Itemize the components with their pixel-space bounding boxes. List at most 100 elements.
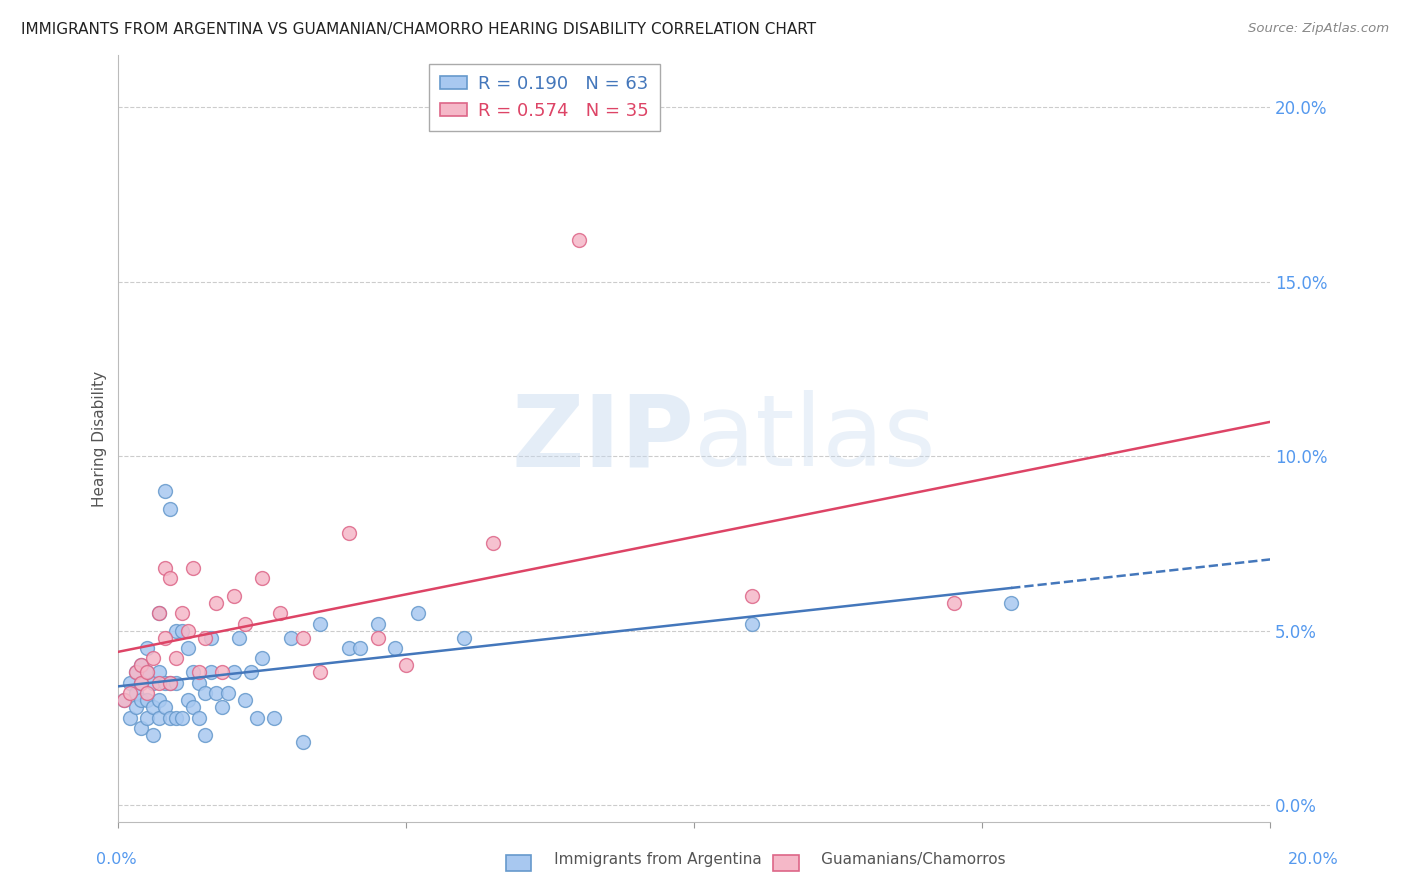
Point — [741, 616, 763, 631]
Point — [118, 711, 141, 725]
Point — [131, 658, 153, 673]
Point — [136, 665, 159, 680]
Point — [165, 711, 187, 725]
Point — [170, 624, 193, 638]
Point — [222, 589, 245, 603]
Point — [112, 693, 135, 707]
Text: ZIP: ZIP — [512, 391, 695, 487]
Text: Source: ZipAtlas.com: Source: ZipAtlas.com — [1249, 22, 1389, 36]
Point — [176, 693, 198, 707]
Point — [246, 711, 269, 725]
Point — [181, 700, 204, 714]
Point — [291, 631, 314, 645]
Point — [165, 651, 187, 665]
Text: IMMIGRANTS FROM ARGENTINA VS GUAMANIAN/CHAMORRO HEARING DISABILITY CORRELATION C: IMMIGRANTS FROM ARGENTINA VS GUAMANIAN/C… — [21, 22, 817, 37]
Point — [181, 665, 204, 680]
Point — [205, 596, 228, 610]
Point — [252, 651, 274, 665]
Text: atlas: atlas — [695, 391, 936, 487]
Point — [568, 233, 591, 247]
Point — [148, 711, 170, 725]
Text: 20.0%: 20.0% — [1288, 852, 1339, 867]
Point — [211, 665, 233, 680]
Point — [263, 711, 285, 725]
Point — [112, 693, 135, 707]
Point — [159, 571, 181, 585]
Point — [1000, 596, 1022, 610]
Point — [233, 616, 256, 631]
Point — [142, 700, 165, 714]
Point — [118, 686, 141, 700]
Point — [228, 631, 250, 645]
Point — [153, 631, 176, 645]
Point — [142, 651, 165, 665]
Point — [176, 640, 198, 655]
Legend: R = 0.190   N = 63, R = 0.574   N = 35: R = 0.190 N = 63, R = 0.574 N = 35 — [429, 64, 659, 131]
Point — [131, 658, 153, 673]
Point — [280, 631, 302, 645]
Point — [291, 735, 314, 749]
Point — [181, 561, 204, 575]
Point — [136, 693, 159, 707]
Point — [942, 596, 965, 610]
Point — [741, 589, 763, 603]
Point — [142, 676, 165, 690]
Point — [367, 616, 389, 631]
Point — [136, 686, 159, 700]
Text: Immigrants from Argentina: Immigrants from Argentina — [520, 852, 762, 867]
Point — [233, 693, 256, 707]
Point — [159, 711, 181, 725]
Point — [482, 536, 505, 550]
Point — [239, 665, 262, 680]
Point — [217, 686, 239, 700]
Point — [188, 711, 211, 725]
Point — [136, 711, 159, 725]
Point — [125, 665, 148, 680]
Point — [406, 606, 429, 620]
Point — [131, 721, 153, 735]
Point — [125, 700, 148, 714]
Point — [148, 693, 170, 707]
Point — [211, 700, 233, 714]
Text: 0.0%: 0.0% — [96, 852, 136, 867]
Point — [188, 665, 211, 680]
Point — [131, 676, 153, 690]
Point — [148, 665, 170, 680]
Point — [131, 676, 153, 690]
Point — [159, 676, 181, 690]
Point — [194, 728, 217, 742]
Point — [165, 676, 187, 690]
Point — [337, 525, 360, 540]
Point — [384, 640, 406, 655]
Point — [148, 676, 170, 690]
Point — [309, 616, 332, 631]
Point — [194, 631, 217, 645]
Point — [153, 484, 176, 499]
Point — [170, 711, 193, 725]
Point — [125, 686, 148, 700]
Point — [165, 624, 187, 638]
Point — [395, 658, 418, 673]
Point — [131, 693, 153, 707]
Point — [159, 676, 181, 690]
Text: Guamanians/Chamorros: Guamanians/Chamorros — [787, 852, 1005, 867]
Point — [222, 665, 245, 680]
Point — [349, 640, 371, 655]
Point — [153, 700, 176, 714]
Point — [125, 665, 148, 680]
Point — [136, 665, 159, 680]
Point — [148, 606, 170, 620]
Point — [269, 606, 291, 620]
Point — [309, 665, 332, 680]
Point — [194, 686, 217, 700]
Point — [136, 640, 159, 655]
Point — [176, 624, 198, 638]
Point — [142, 728, 165, 742]
Point — [205, 686, 228, 700]
Y-axis label: Hearing Disability: Hearing Disability — [93, 371, 107, 507]
Point — [153, 561, 176, 575]
Point — [200, 631, 222, 645]
Point — [337, 640, 360, 655]
Point — [188, 676, 211, 690]
Point — [367, 631, 389, 645]
